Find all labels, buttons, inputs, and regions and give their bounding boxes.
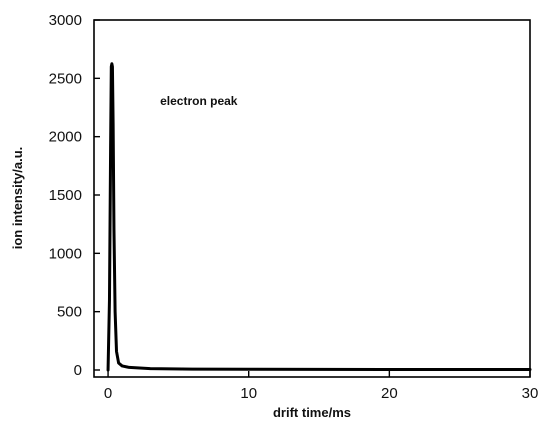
y-tick-label: 500 (57, 304, 82, 321)
annotation-label: electron peak (160, 94, 238, 108)
x-axis-title: drift time/ms (273, 405, 351, 420)
series-layer (106, 62, 532, 372)
annotation-layer: electron peak (160, 94, 238, 108)
x-tick-label: 30 (522, 385, 539, 402)
y-tick-label: 3000 (49, 12, 82, 29)
series-line (106, 62, 532, 372)
y-tick-label: 0 (74, 362, 82, 379)
x-tick-label: 10 (240, 385, 257, 402)
y-axis: 0 500 1000 1500 2000 2500 3000 (49, 12, 100, 379)
y-tick-label: 2000 (49, 129, 82, 146)
y-tick-label: 1000 (49, 245, 82, 262)
y-axis-title: ion intensity/a.u. (10, 147, 25, 250)
plot-frame (93, 19, 531, 378)
y-tick-label: 2500 (49, 70, 82, 87)
x-tick-label: 0 (104, 385, 112, 402)
y-tick-label: 1500 (49, 187, 82, 204)
x-tick-label: 20 (381, 385, 398, 402)
x-axis: 0 10 20 30 (104, 371, 538, 402)
